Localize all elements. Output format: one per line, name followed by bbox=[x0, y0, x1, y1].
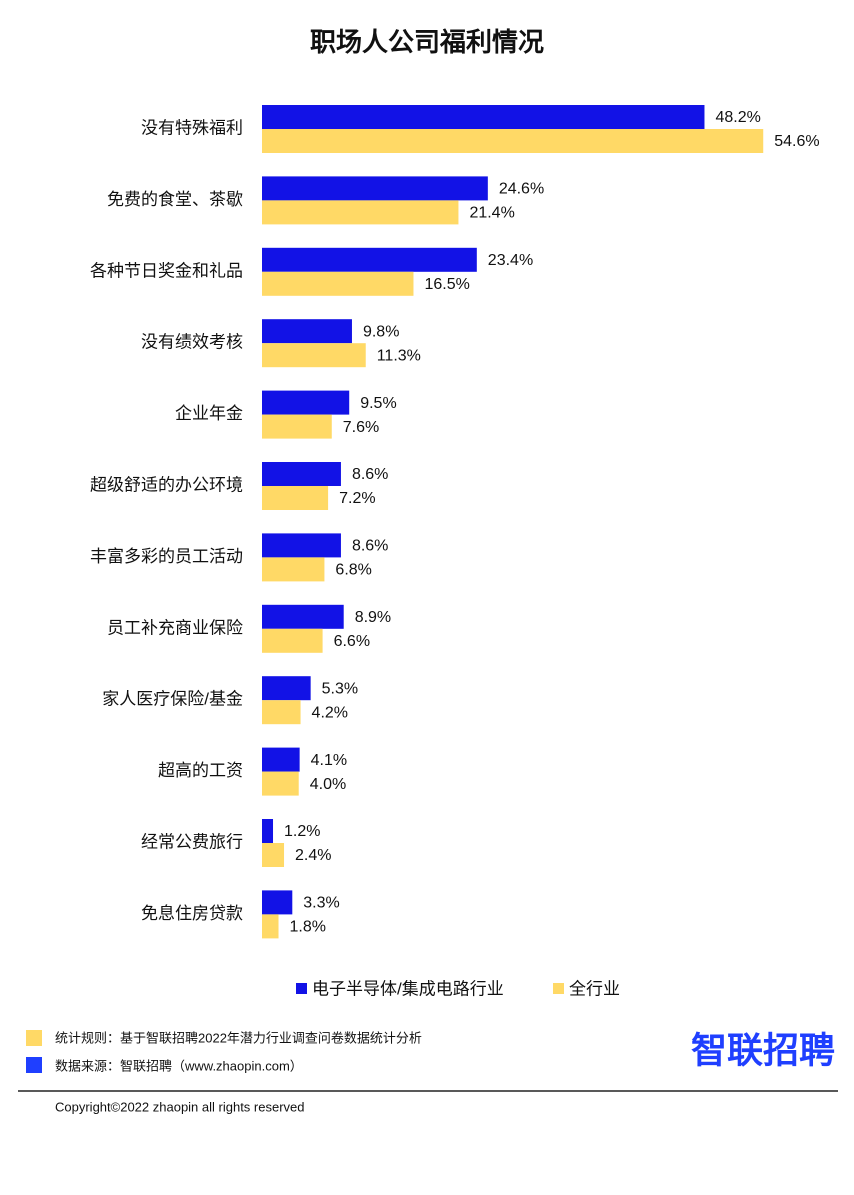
data-label: 8.9% bbox=[355, 609, 391, 626]
bar bbox=[262, 747, 300, 772]
data-label: 6.6% bbox=[334, 633, 370, 650]
y-tick-label: 免费的食堂、茶歇 bbox=[107, 190, 243, 209]
y-tick-label: 家人医疗保险/基金 bbox=[102, 690, 243, 709]
data-label: 54.6% bbox=[774, 133, 819, 150]
data-label: 23.4% bbox=[488, 252, 533, 269]
bar bbox=[262, 819, 274, 843]
y-tick-label: 超级舒适的办公环境 bbox=[90, 475, 243, 494]
bar bbox=[262, 700, 301, 725]
data-label: 4.2% bbox=[312, 704, 348, 721]
bar bbox=[262, 771, 299, 796]
y-tick-label: 没有特殊福利 bbox=[141, 118, 243, 137]
legend-swatch bbox=[553, 983, 564, 994]
y-tick-label: 免息住房贷款 bbox=[141, 904, 243, 923]
bar bbox=[262, 486, 329, 510]
bar bbox=[262, 129, 764, 153]
y-tick-label: 企业年金 bbox=[175, 404, 243, 423]
note-icon bbox=[26, 1057, 42, 1073]
data-label: 48.2% bbox=[715, 109, 760, 126]
bar bbox=[262, 533, 341, 558]
bar bbox=[262, 105, 705, 129]
bar bbox=[262, 176, 488, 201]
y-tick-label: 没有绩效考核 bbox=[141, 333, 243, 352]
bar bbox=[262, 890, 293, 915]
bar bbox=[262, 914, 279, 939]
y-tick-label: 员工补充商业保险 bbox=[107, 618, 243, 637]
legend-label: 全行业 bbox=[569, 979, 620, 998]
data-label: 5.3% bbox=[322, 680, 358, 697]
bar bbox=[262, 319, 352, 344]
data-label: 4.0% bbox=[310, 776, 346, 793]
data-label: 7.2% bbox=[339, 490, 375, 507]
note: 统计规则：基于智联招聘2022年潜力行业调查问卷数据统计分析 bbox=[55, 1030, 422, 1045]
bar bbox=[262, 557, 325, 582]
data-label: 7.6% bbox=[343, 419, 379, 436]
copyright: Copyright©2022 zhaopin all rights reserv… bbox=[55, 1099, 305, 1114]
data-label: 9.5% bbox=[360, 395, 396, 412]
bar bbox=[262, 390, 350, 415]
bar bbox=[262, 628, 323, 653]
data-label: 24.6% bbox=[499, 181, 544, 198]
y-tick-label: 丰富多彩的员工活动 bbox=[90, 547, 243, 566]
data-label: 3.3% bbox=[303, 895, 339, 912]
data-label: 8.6% bbox=[352, 466, 388, 483]
bar bbox=[262, 247, 477, 272]
data-label: 9.8% bbox=[363, 323, 399, 340]
data-label: 11.3% bbox=[377, 347, 421, 364]
data-label: 1.8% bbox=[290, 919, 326, 936]
logo: 智联招聘 bbox=[691, 1030, 835, 1071]
data-label: 8.6% bbox=[352, 538, 388, 555]
bar bbox=[262, 604, 344, 629]
legend-label: 电子半导体/集成电路行业 bbox=[312, 979, 504, 998]
data-label: 4.1% bbox=[311, 752, 347, 769]
bar bbox=[262, 414, 332, 439]
data-label: 21.4% bbox=[469, 205, 514, 222]
data-label: 6.8% bbox=[335, 562, 371, 579]
note-icon bbox=[26, 1030, 42, 1046]
y-tick-label: 各种节日奖金和礼品 bbox=[90, 261, 243, 280]
data-label: 1.2% bbox=[284, 823, 320, 840]
bar bbox=[262, 676, 311, 701]
data-label: 16.5% bbox=[424, 276, 469, 293]
y-tick-label: 经常公费旅行 bbox=[141, 832, 243, 851]
bar bbox=[262, 343, 366, 368]
chart-title: 职场人公司福利情况 bbox=[310, 27, 544, 57]
bar bbox=[262, 462, 341, 486]
bar bbox=[262, 843, 285, 867]
bar bbox=[262, 200, 459, 225]
y-tick-label: 超高的工资 bbox=[158, 761, 243, 780]
bar bbox=[262, 271, 414, 296]
legend-swatch bbox=[296, 983, 307, 994]
data-label: 2.4% bbox=[295, 847, 331, 864]
note: 数据来源：智联招聘（www.zhaopin.com） bbox=[55, 1058, 303, 1073]
